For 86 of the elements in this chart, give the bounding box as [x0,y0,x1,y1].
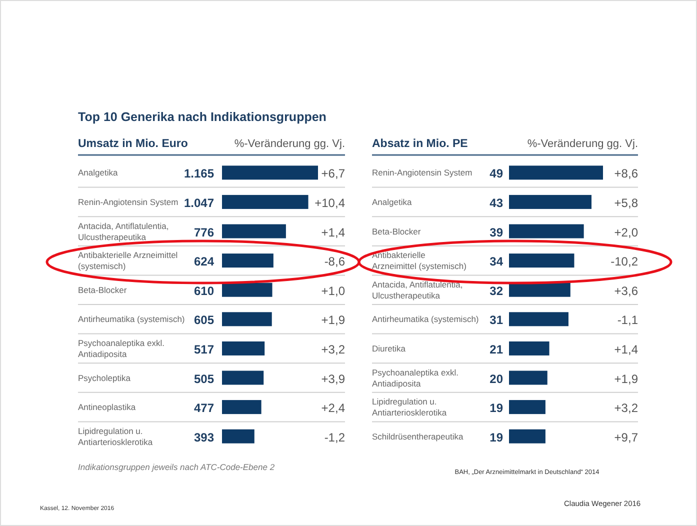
y-tick-label: Renin-Angiotensin System [372,168,472,178]
text: -8,6 [324,254,346,269]
bar [222,370,264,385]
bar [222,194,308,209]
bar [509,194,592,209]
y-tick-label: Renin-Angiotensin System [78,196,178,207]
text: +1,9 [321,313,346,328]
text: +9,7 [614,430,638,444]
text: +2,4 [321,401,346,416]
y-tick-label: Antibakterielle Arzneimittel (systemisch) [372,250,467,272]
y-tick-label: Psychoanaleptika exkl. Antiadiposita [372,367,458,388]
text: +2,0 [614,225,638,240]
y-tick-label: Lipidregulation u. Antiarteriosklerotika [78,426,153,447]
chart-title: Top 10 Generika nach Indikationsgruppen [78,110,326,124]
data-label: 49 [490,166,504,181]
data-label: 21 [490,342,504,356]
chart-subtitle: Absatz in Mio. PE [372,138,468,150]
data-label: 34 [490,254,504,269]
annotation: +10,4 [314,196,346,210]
data-label: 517 [194,342,214,356]
data-label: 1.047 [184,196,214,210]
bar [222,166,318,180]
text: -10,2 [610,254,638,269]
y-tick-label: Antineoplastika [78,402,136,412]
text: Indikationsgruppen jeweils nach ATC-Code-Ebene 2 [78,462,275,472]
y-tick-label: Diuretika [372,343,406,354]
text: +5,8 [614,196,638,210]
data-label: 20 [490,372,504,386]
y-tick-label: Psycholeptika [78,372,131,383]
data-label: 39 [490,225,504,240]
y-tick-label: Psychoanaleptika exkl. Antiadiposita [78,338,164,359]
text: +3,6 [614,284,638,298]
text: +1,0 [321,284,346,298]
y-tick-label: Analgetika [372,196,412,207]
data-label: 610 [194,284,214,298]
y-tick-label: Antirheumatika (systemisch) [372,314,479,324]
bar [509,370,548,385]
y-tick-label: Antacida, Antiflatulentia, Ulcustherapeutika [372,279,463,300]
bar [222,429,254,444]
y-tick-label: Beta-Blocker [78,284,127,295]
data-label: 19 [490,401,504,416]
y-tick-label: Lipidregulation u. Antiarteriosklerotika [372,396,447,418]
bar [222,312,272,326]
text: +3,2 [614,401,638,416]
bar [509,312,568,326]
y-tick-label: Beta-Blocker [372,226,421,236]
bar [222,254,274,268]
text: +3,9 [321,372,346,386]
bar [222,341,265,356]
bar [509,400,546,414]
y-tick-label: Antibakterielle Arzneimittel (systemisch) [78,250,178,272]
chart-subtitle: Umsatz in Mio. Euro [78,138,188,150]
y-tick-label: Antirheumatika (systemisch) [78,314,185,324]
bar [509,254,574,268]
y-tick-label: Antacida, Antiflatulentia, Ulcustherapeutika [78,220,169,242]
y-tick-label: Schildrüsentherapeutika [372,431,464,442]
y-tick-label: Analgetika [78,168,118,178]
data-label: 32 [490,284,504,298]
bar [509,166,603,180]
data-label: 31 [490,313,504,328]
text: +6,7 [321,166,346,181]
bar [509,282,570,297]
bar [222,224,286,238]
text: -1,2 [324,430,346,444]
bar [222,282,272,297]
data-label: 19 [490,430,504,444]
data-label: 43 [490,196,504,210]
text: +3,2 [321,342,346,356]
bar [509,341,550,356]
text: +1,4 [614,342,638,356]
text: +8,6 [614,166,638,181]
bar [509,224,584,238]
text: -1,1 [617,313,638,328]
data-label: 505 [194,372,214,386]
y2-axis-title: %-Veränderung gg. Vj. [527,138,638,150]
bar [222,400,262,414]
data-label: 477 [194,401,214,416]
data-label: 624 [194,254,214,269]
text: +1,9 [614,372,638,386]
text: +1,4 [321,225,346,240]
bar [509,429,546,444]
data-label: 605 [194,313,214,328]
data-label: 1.165 [184,166,214,181]
data-label: 776 [194,225,214,240]
y2-axis-title: %-Veränderung gg. Vj. [234,138,345,150]
data-label: 393 [194,430,214,444]
